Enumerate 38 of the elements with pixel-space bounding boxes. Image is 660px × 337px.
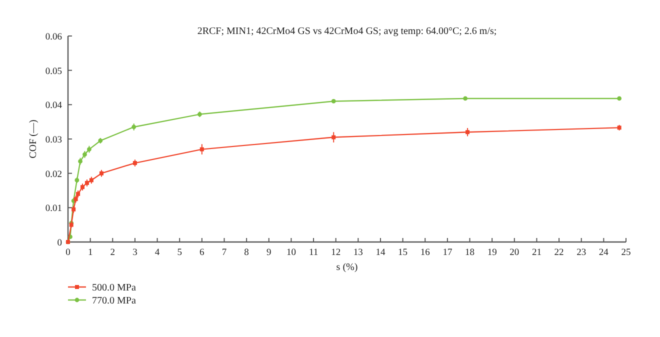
x-tick-label: 24 — [598, 248, 609, 258]
x-tick-label: 22 — [554, 248, 564, 258]
x-tick-label: 12 — [331, 248, 341, 258]
y-tick-label: 0.03 — [45, 136, 62, 146]
x-tick-label: 23 — [576, 248, 586, 258]
x-tick-label: 25 — [621, 248, 631, 258]
x-tick-label: 14 — [376, 248, 386, 258]
x-tick-label: 16 — [420, 248, 430, 258]
y-axis-title: COF (—) — [28, 120, 39, 158]
x-tick-label: 13 — [353, 248, 364, 258]
x-tick-label: 21 — [532, 248, 542, 258]
x-tick-label: 10 — [286, 248, 296, 258]
x-tick-label: 5 — [177, 248, 182, 258]
x-tick-label: 19 — [487, 248, 498, 258]
x-tick-label: 2 — [110, 248, 116, 258]
x-tick-label: 17 — [442, 248, 452, 258]
legend-label: 770.0 MPa — [92, 296, 136, 306]
x-tick-label: 9 — [266, 248, 272, 258]
x-tick-label: 3 — [132, 248, 138, 258]
y-tick-label: 0.05 — [45, 66, 62, 77]
y-tick-label: 0.02 — [45, 170, 62, 180]
x-tick-label: 1 — [88, 248, 93, 258]
x-tick-label: 6 — [200, 248, 205, 258]
y-tick-label: 0.06 — [45, 32, 62, 42]
y-tick-label: 0 — [57, 238, 62, 248]
y-tick-label: 0.04 — [45, 101, 62, 112]
x-tick-label: 20 — [510, 248, 520, 258]
x-tick-label: 0 — [66, 248, 71, 258]
x-tick-label: 11 — [308, 248, 318, 258]
chart-title: 2RCF; MIN1; 42CrMo4 GS vs 42CrMo4 GS; avg temp: 64.00°C; 2.6 m/s; — [197, 26, 497, 37]
x-tick-label: 4 — [154, 248, 160, 258]
x-tick-label: 18 — [465, 248, 475, 258]
x-tick-label: 8 — [244, 248, 250, 258]
x-axis-title: s (%) — [336, 262, 358, 273]
legend-label: 500.0 MPa — [92, 282, 136, 294]
y-tick-label: 0.01 — [45, 204, 62, 214]
x-tick-label: 7 — [222, 248, 227, 258]
x-tick-label: 15 — [398, 248, 408, 258]
